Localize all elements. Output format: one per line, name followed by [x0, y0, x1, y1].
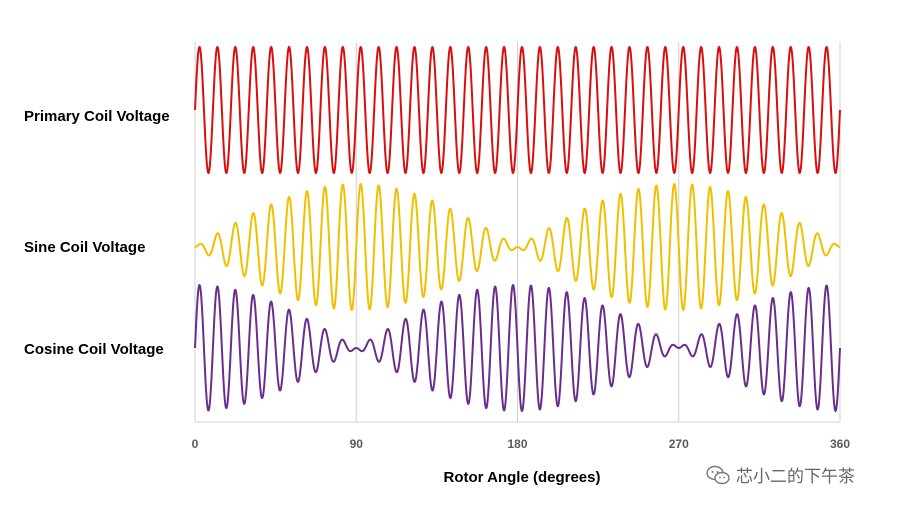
watermark-text: 芯小二的下午茶	[736, 467, 855, 487]
x-tick-label: 270	[669, 437, 689, 451]
series-line-sine	[194, 183, 841, 311]
x-tick-label: 0	[192, 437, 199, 451]
x-tick-label: 360	[830, 437, 850, 451]
x-axis-title: Rotor Angle (degrees)	[444, 469, 601, 486]
series-layer	[194, 46, 841, 412]
x-tick-label: 180	[507, 437, 527, 451]
series-labels: Primary Coil Voltage Sine Coil Voltage C…	[24, 108, 170, 358]
x-tick-labels: 0 90 180 270 360	[192, 437, 851, 451]
x-tick-label: 90	[350, 437, 364, 451]
chat-bubbles-icon	[706, 465, 730, 484]
series-label-cosine: Cosine Coil Voltage	[24, 341, 164, 358]
watermark: 芯小二的下午茶	[706, 462, 855, 487]
series-label-sine: Sine Coil Voltage	[24, 239, 145, 256]
series-line-cosine	[194, 284, 841, 412]
series-label-primary: Primary Coil Voltage	[24, 108, 170, 125]
series-line-primary	[194, 46, 841, 174]
